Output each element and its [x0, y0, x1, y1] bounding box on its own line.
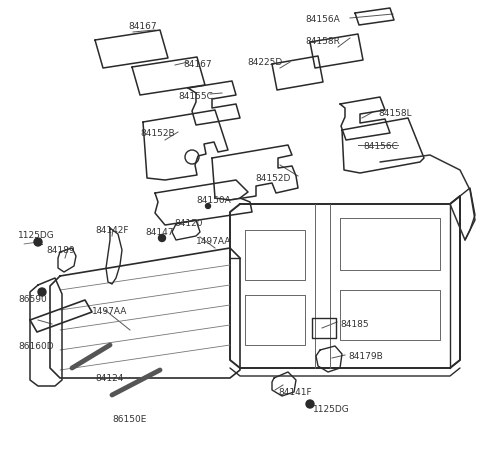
Text: 84189: 84189 — [46, 246, 74, 255]
Text: 1497AA: 1497AA — [196, 237, 231, 246]
Text: 84179B: 84179B — [348, 352, 383, 361]
Text: 1125DG: 1125DG — [18, 231, 55, 240]
Text: 86150E: 86150E — [112, 415, 146, 424]
Text: 86160D: 86160D — [18, 342, 54, 351]
Text: 84185: 84185 — [340, 320, 369, 329]
Text: 84120: 84120 — [174, 219, 203, 228]
Text: 1497AA: 1497AA — [92, 307, 127, 316]
Text: 84156A: 84156A — [305, 15, 340, 24]
Text: 84156C: 84156C — [363, 142, 398, 151]
Text: 1125DG: 1125DG — [313, 405, 350, 414]
Circle shape — [158, 235, 166, 241]
Text: 84142F: 84142F — [95, 226, 129, 235]
Circle shape — [38, 288, 46, 296]
Circle shape — [205, 203, 211, 208]
Circle shape — [34, 238, 42, 246]
Text: 84152B: 84152B — [140, 129, 175, 138]
Text: 84147: 84147 — [145, 228, 173, 237]
Text: 86590: 86590 — [18, 295, 47, 304]
Text: 84158L: 84158L — [378, 109, 412, 118]
Text: 84141F: 84141F — [278, 388, 312, 397]
Circle shape — [306, 400, 314, 408]
Text: 84150A: 84150A — [196, 196, 231, 205]
Text: 84124: 84124 — [95, 374, 123, 383]
Text: 84155C: 84155C — [178, 92, 213, 101]
Text: 84167: 84167 — [128, 22, 156, 31]
Text: 84167: 84167 — [183, 60, 212, 69]
Text: 84152D: 84152D — [255, 174, 290, 183]
Text: 84158R: 84158R — [305, 37, 340, 46]
Text: 84225D: 84225D — [247, 58, 282, 67]
